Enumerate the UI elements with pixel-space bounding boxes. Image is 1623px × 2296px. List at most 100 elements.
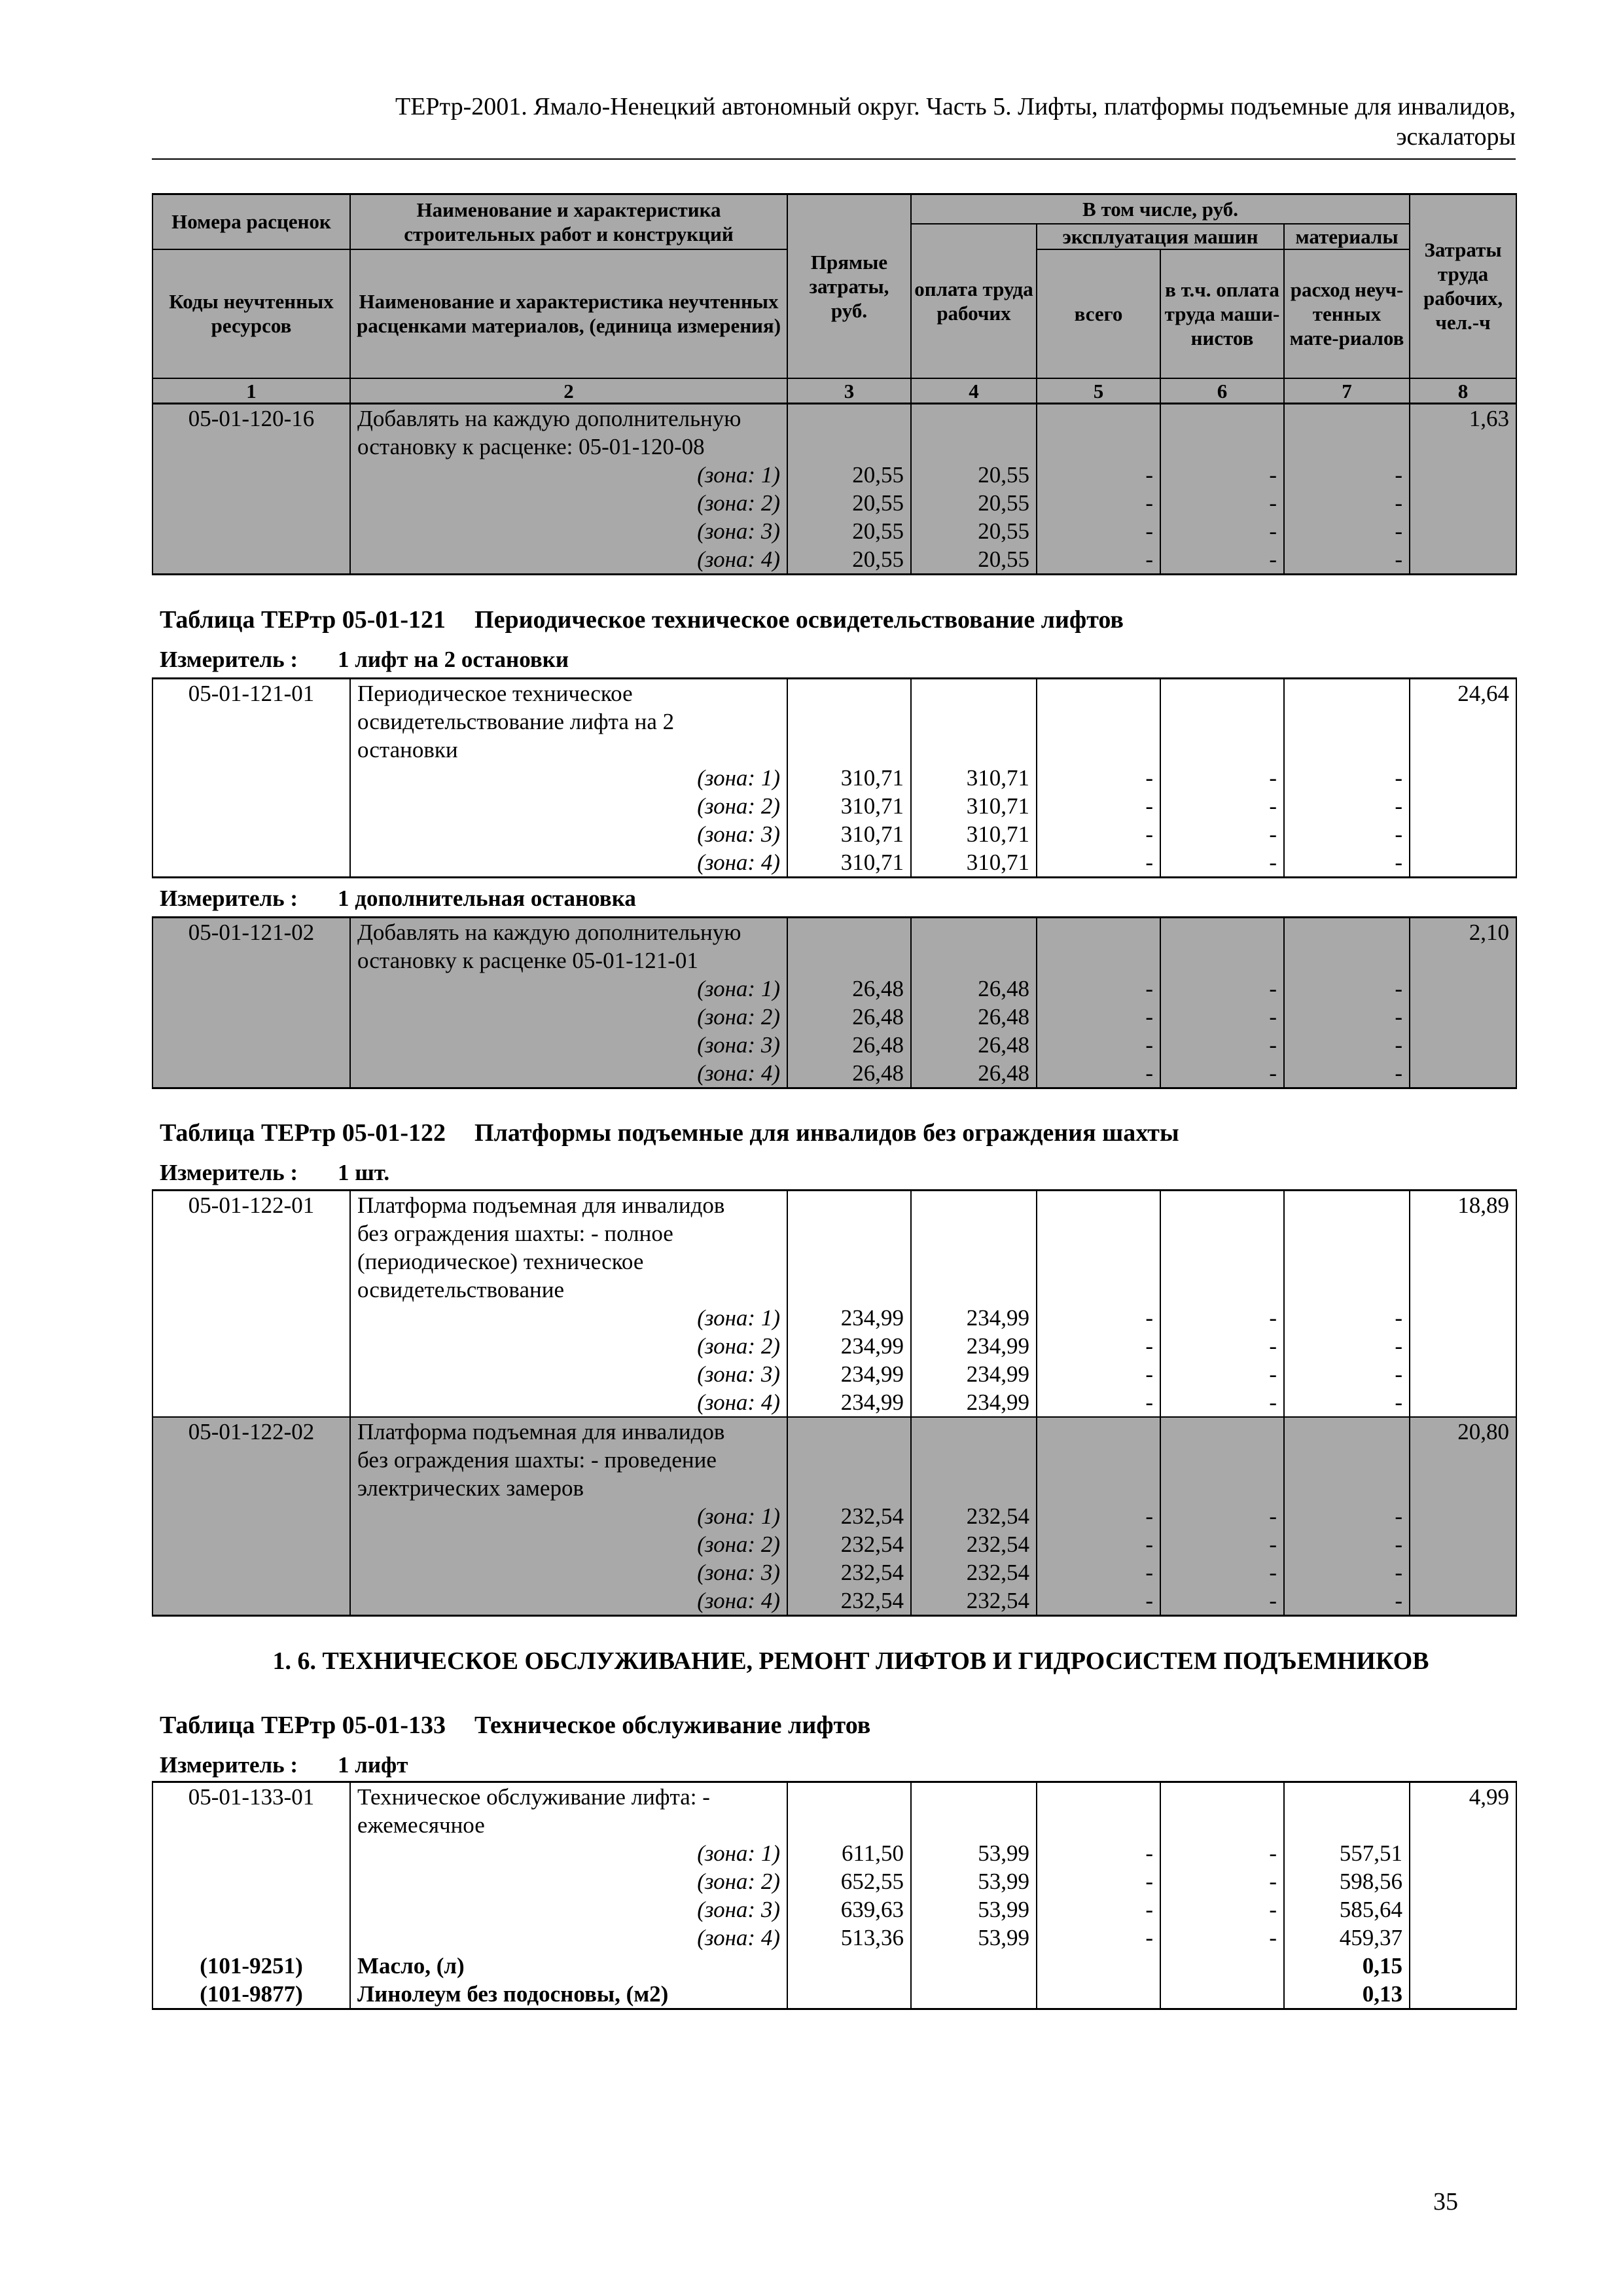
material-consumption: - (1283, 848, 1410, 878)
worker-pay: 20,55 (910, 517, 1037, 545)
empty-cell (787, 1952, 912, 1980)
description-line: без ограждения шахты: - проведение (349, 1446, 788, 1474)
measure-unit: Измеритель : 1 лифт на 2 остановки (160, 647, 569, 673)
empty-cell (1036, 403, 1161, 433)
empty-cell (787, 917, 912, 946)
col-header-total: всего (1036, 248, 1161, 379)
empty-cell (910, 1980, 1037, 2009)
empty-cell (1036, 1190, 1161, 1219)
zone-row: (зона: 3) 26,48 26,48- - - (152, 1031, 1517, 1059)
direct-costs: 232,54 (787, 1558, 912, 1587)
table-title: Таблица ТЕРтр 05-01-121 Периодическое тех… (160, 605, 1124, 634)
worker-pay: 232,54 (910, 1502, 1037, 1530)
machine-total: - (1036, 848, 1161, 878)
zone-label: (зона: 4) (349, 1587, 788, 1616)
empty-cell (152, 1867, 351, 1895)
direct-costs: 310,71 (787, 792, 912, 820)
rate-table-grid: 05-01-120-16 Добавлять на каждую дополнит… (152, 403, 1517, 575)
description-row: остановки (152, 736, 1517, 764)
rate-table: 05-01-120-16 Добавлять на каждую дополнит… (152, 403, 1517, 575)
rate-code: 05-01-133-01 (152, 1782, 351, 1811)
operator-pay: - (1160, 1332, 1285, 1360)
worker-pay: 310,71 (910, 848, 1037, 878)
empty-cell (152, 1530, 351, 1558)
empty-cell (1036, 1811, 1161, 1839)
zone-label: (зона: 4) (349, 1924, 788, 1952)
empty-cell (1283, 946, 1410, 975)
operator-pay: - (1160, 1360, 1285, 1388)
resource-quantity: 0,15 (1283, 1952, 1410, 1980)
empty-cell (787, 1416, 912, 1446)
col-header-material-name: Наименование и характеристика неучтенных… (349, 248, 788, 379)
worker-pay: 310,71 (910, 764, 1037, 792)
empty-cell (152, 545, 351, 575)
description-row: освидетельствование (152, 1276, 1517, 1304)
column-number: 3 (787, 377, 912, 405)
rate-code: 05-01-122-01 (152, 1190, 351, 1219)
empty-cell (1036, 946, 1161, 975)
operator-pay: - (1160, 820, 1285, 848)
machine-total: - (1036, 792, 1161, 820)
machine-total: - (1036, 461, 1161, 489)
empty-cell (1283, 1219, 1410, 1247)
empty-cell (1283, 403, 1410, 433)
empty-cell (1409, 975, 1517, 1003)
empty-cell (1283, 678, 1410, 708)
table-code: Таблица ТЕРтр 05-01-133 (160, 1712, 446, 1739)
material-consumption: - (1283, 792, 1410, 820)
operator-pay: - (1160, 1502, 1285, 1530)
empty-cell (1036, 917, 1161, 946)
machine-total: - (1036, 1867, 1161, 1895)
empty-cell (1409, 792, 1517, 820)
machine-total: - (1036, 1587, 1161, 1616)
empty-cell (1409, 1558, 1517, 1587)
description-line: без ограждения шахты: - полное (349, 1219, 788, 1247)
material-consumption: - (1283, 1360, 1410, 1388)
empty-cell (1283, 1416, 1410, 1446)
measure-unit: Измеритель : 1 шт. (160, 1160, 389, 1186)
empty-cell (787, 1980, 912, 2009)
worker-pay: 310,71 (910, 792, 1037, 820)
header-divider (152, 158, 1516, 160)
empty-cell (1160, 1446, 1285, 1474)
empty-cell (910, 1219, 1037, 1247)
empty-cell (152, 820, 351, 848)
machine-total: - (1036, 1558, 1161, 1587)
description-row: (периодическое) техническое (152, 1247, 1517, 1276)
machine-total: - (1036, 1360, 1161, 1388)
empty-cell (910, 1952, 1037, 1980)
empty-cell (910, 1474, 1037, 1502)
operator-pay: - (1160, 1867, 1285, 1895)
direct-costs: 234,99 (787, 1360, 912, 1388)
direct-costs: 611,50 (787, 1839, 912, 1867)
machine-total: - (1036, 1304, 1161, 1332)
empty-cell (1160, 917, 1285, 946)
description-line: электрических замеров (349, 1474, 788, 1502)
material-consumption: - (1283, 1587, 1410, 1616)
col-header-resource-codes: Коды неучтенных ресурсов (152, 248, 351, 379)
empty-cell (1409, 1502, 1517, 1530)
table-name: Техническое обслуживание лифтов (474, 1712, 871, 1739)
description-row: 05-01-133-01 Техническое обслуживание лиф… (152, 1782, 1517, 1811)
rate-table-grid: 05-01-121-01 Периодическое техническое 24,… (152, 677, 1517, 878)
col-header-labor: Затраты труда рабочих, чел.-ч (1409, 193, 1518, 379)
description-row: электрических замеров (152, 1474, 1517, 1502)
empty-cell (1283, 1811, 1410, 1839)
zone-label: (зона: 3) (349, 1360, 788, 1388)
worker-pay: 53,99 (910, 1839, 1037, 1867)
running-header: ТЕРтр-2001. Ямало-Ненецкий автономный ок… (152, 92, 1516, 152)
operator-pay: - (1160, 975, 1285, 1003)
empty-cell (1160, 433, 1285, 461)
machine-total: - (1036, 1839, 1161, 1867)
machine-total: - (1036, 1895, 1161, 1924)
operator-pay: - (1160, 545, 1285, 575)
column-number: 5 (1036, 377, 1161, 405)
empty-cell (152, 946, 351, 975)
zone-label: (зона: 1) (349, 1502, 788, 1530)
worker-pay: 234,99 (910, 1332, 1037, 1360)
empty-cell (1160, 708, 1285, 736)
empty-cell (1160, 1190, 1285, 1219)
worker-pay: 53,99 (910, 1924, 1037, 1952)
column-number: 4 (910, 377, 1037, 405)
column-number: 8 (1409, 377, 1518, 405)
